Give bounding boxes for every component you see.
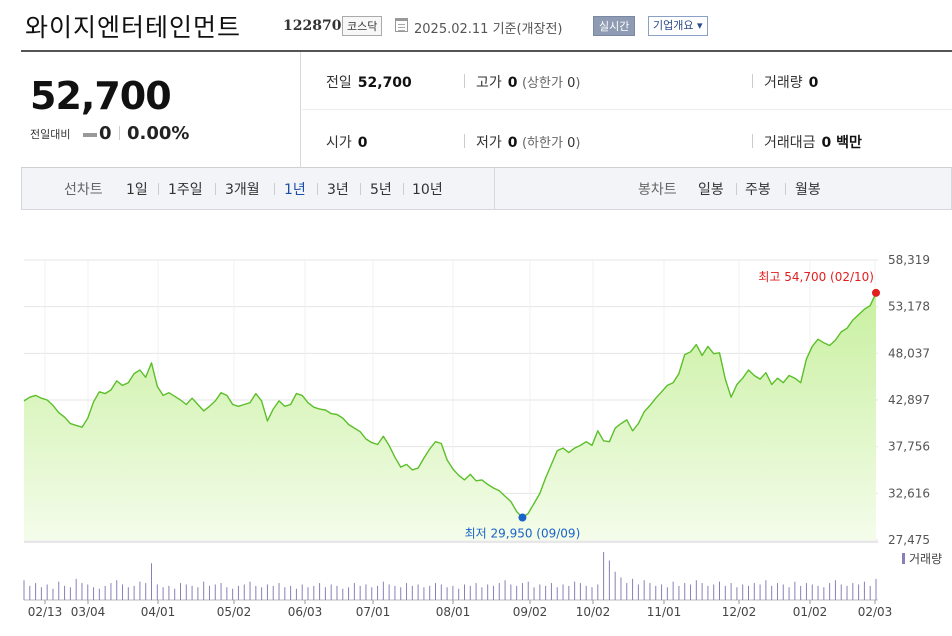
volume-cell: 거래량 0	[764, 75, 819, 91]
y-tick-label: 32,616	[888, 486, 930, 500]
prev-close-cell: 전일 52,700	[326, 75, 412, 91]
x-tick-label: 05/02	[217, 605, 252, 619]
price-line	[23, 292, 877, 519]
x-tick-label: 11/01	[647, 605, 682, 619]
volume-legend-label: 거래량	[909, 552, 942, 566]
volume-legend-swatch	[902, 553, 905, 564]
line-chart-label: 선차트	[64, 182, 103, 198]
market-badge: 코스닥	[342, 16, 383, 36]
price-chart[interactable]: 58,319 53,178 48,037 42,897 37,756 32,616 27,4…	[0, 248, 952, 636]
y-tick-label: 53,178	[888, 300, 930, 314]
x-tick-label: 01/02	[793, 605, 828, 619]
divider	[736, 183, 737, 195]
max-price-label: 최고 54,700 (02/10)	[758, 270, 874, 284]
tab-1d[interactable]: 1일	[126, 182, 148, 198]
price-area	[23, 292, 877, 540]
price-detail-grid: 전일 52,700 고가 0 (상한가 0) 거래량 0 시가 0 저가 0 (하한가 0…	[302, 52, 952, 168]
divider	[785, 183, 786, 195]
tab-weekly-candle[interactable]: 주봉	[745, 182, 771, 198]
tab-3m[interactable]: 3개월	[225, 182, 260, 198]
detail-row: 시가 0 저가 0 (하한가 0) 거래대금 0 백만	[302, 110, 952, 168]
x-tick-label: 07/01	[356, 605, 391, 619]
divider	[274, 183, 275, 195]
tab-daily-candle[interactable]: 일봉	[698, 182, 724, 198]
max-price-marker	[872, 288, 880, 297]
stock-code: 122870	[283, 18, 342, 34]
candle-chart-label: 봉차트	[638, 182, 677, 198]
x-tick-label: 06/03	[288, 605, 323, 619]
divider	[494, 168, 495, 209]
base-date: 2025.02.11 기준(개장전)	[414, 22, 563, 37]
trade-amount-cell: 거래대금 0 백만	[764, 135, 862, 151]
divider	[752, 74, 753, 88]
price-area-fill	[24, 292, 876, 540]
current-price-panel: 52,700 전일대비 0 0.00%	[21, 52, 301, 168]
price-summary: 52,700 전일대비 0 0.00% 전일 52,700 고가 0 (상한가 0)…	[21, 50, 952, 168]
divider	[752, 134, 753, 148]
detail-row: 전일 52,700 고가 0 (상한가 0) 거래량 0	[302, 52, 952, 110]
high-cell: 고가 0 (상한가 0)	[476, 75, 581, 91]
divider	[158, 183, 159, 195]
current-price: 52,700	[30, 74, 172, 118]
x-tick-label: 09/02	[513, 605, 548, 619]
x-tick-label: 02/13	[28, 605, 63, 619]
divider	[360, 183, 361, 195]
y-tick-label: 48,037	[888, 346, 930, 360]
divider	[317, 183, 318, 195]
x-tick-label: 04/01	[141, 605, 176, 619]
change-value: 0	[99, 123, 112, 144]
volume-chart: 거래량	[23, 552, 942, 601]
flat-change-icon	[83, 133, 97, 137]
y-axis: 58,319 53,178 48,037 42,897 37,756 32,616 27,4…	[888, 253, 930, 547]
low-cell: 저가 0 (하한가 0)	[476, 135, 581, 151]
x-axis: 02/13 03/04 04/01 05/02 06/03 07/01 08/01 09/02…	[28, 600, 893, 619]
x-tick-label: 12/02	[722, 605, 757, 619]
tab-1w[interactable]: 1주일	[168, 182, 203, 198]
tab-1y[interactable]: 1년	[284, 182, 306, 198]
company-info-button[interactable]: 기업개요 ▾	[648, 16, 708, 36]
tab-3y[interactable]: 3년	[327, 182, 349, 198]
divider	[403, 183, 404, 195]
change-percent: 0.00%	[127, 123, 190, 144]
x-tick-label: 08/01	[436, 605, 471, 619]
stock-header: 와이지엔터테인먼트 122870 코스닥 2025.02.11 기준(개장전) …	[0, 0, 952, 48]
divider	[119, 126, 120, 140]
x-tick-label: 02/03	[858, 605, 893, 619]
tab-5y[interactable]: 5년	[370, 182, 392, 198]
chart-period-bar: 선차트 1일 1주일 3개월 1년 3년 5년 10년 봉차트 일봉 주봉 월봉	[21, 168, 952, 210]
realtime-button[interactable]: 실시간	[593, 16, 636, 36]
calendar-icon	[395, 18, 408, 32]
tab-10y[interactable]: 10년	[412, 182, 443, 198]
divider	[464, 134, 465, 148]
extreme-markers: 최고 54,700 (02/10) 최저 29,950 (09/09)	[465, 270, 880, 541]
change-label: 전일대비	[30, 128, 71, 141]
y-tick-label: 27,475	[888, 533, 930, 547]
x-tick-label: 10/02	[576, 605, 611, 619]
company-name: 와이지엔터테인먼트	[25, 13, 242, 42]
divider	[215, 183, 216, 195]
tab-monthly-candle[interactable]: 월봉	[795, 182, 821, 198]
y-tick-label: 42,897	[888, 393, 930, 407]
open-cell: 시가 0	[326, 135, 368, 151]
x-tick-label: 03/04	[71, 605, 106, 619]
y-tick-label: 37,756	[888, 440, 930, 454]
price-chart-svg: 58,319 53,178 48,037 42,897 37,756 32,616 27,4…	[23, 253, 942, 619]
divider	[464, 74, 465, 88]
y-tick-label: 58,319	[888, 253, 930, 267]
min-price-marker	[518, 513, 527, 522]
min-price-label: 최저 29,950 (09/09)	[465, 527, 581, 541]
